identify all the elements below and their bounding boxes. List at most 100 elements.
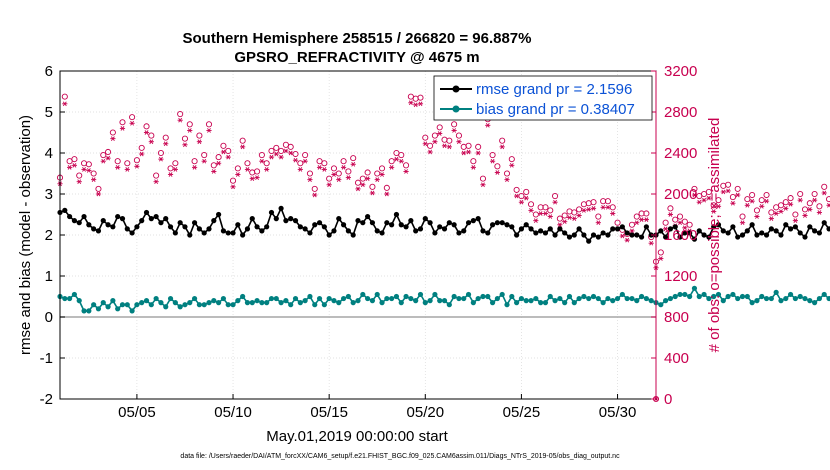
bias-point <box>379 300 385 306</box>
bias-point <box>441 298 448 304</box>
obs-assimilated-point <box>792 218 798 223</box>
rmse-point <box>504 222 510 228</box>
rmse-point <box>614 226 621 232</box>
asterisk-stroke <box>283 148 288 154</box>
y-tick-left-label: -1 <box>40 350 53 367</box>
obs-possible-point <box>335 170 342 177</box>
obs-assimilated-point <box>489 158 496 164</box>
rmse-point <box>691 236 698 242</box>
obs-assimilated-point <box>581 208 587 213</box>
asterisk-stroke <box>610 211 615 216</box>
rmse-point <box>509 224 515 230</box>
bias-point <box>730 291 736 298</box>
bias-point <box>302 298 308 304</box>
rmse-point <box>638 234 645 240</box>
obs-assimilated-point <box>759 203 765 209</box>
asterisk-stroke <box>524 195 529 201</box>
rmse-point <box>278 205 284 211</box>
obs-possible-point <box>191 158 198 165</box>
bias-point <box>547 293 553 300</box>
bias-point <box>81 308 87 314</box>
bias-point <box>499 291 505 298</box>
obs-assimilated-point <box>95 191 102 197</box>
rmse-point <box>701 232 707 238</box>
bias-point <box>393 293 400 300</box>
obs-assimilated-point <box>787 201 794 207</box>
rmse-point <box>586 238 592 244</box>
bias-point <box>417 291 424 298</box>
asterisk-stroke <box>72 162 77 168</box>
bias-point <box>682 291 688 298</box>
obs-assimilated-point <box>191 165 198 170</box>
rmse-point <box>95 228 102 234</box>
obs-possible-point <box>734 185 741 192</box>
obs-assimilated-point <box>542 211 549 216</box>
x-tick-label: 05/10 <box>214 404 252 421</box>
obs-possible-point <box>825 196 830 203</box>
obs-assimilated-point <box>725 188 731 194</box>
obs-assimilated-point <box>595 220 601 226</box>
obs-possible-point <box>359 175 366 182</box>
bias-point <box>95 306 102 312</box>
asterisk-stroke <box>86 168 91 173</box>
obs-assimilated-point <box>393 156 400 162</box>
bias-point <box>312 302 318 308</box>
asterisk-stroke <box>745 202 750 208</box>
asterisk-stroke <box>711 209 716 214</box>
rmse-point <box>268 209 275 216</box>
obs-possible-point <box>268 147 275 154</box>
obs-possible-point <box>556 215 563 222</box>
obs-possible-point <box>297 160 304 167</box>
obs-assimilated-point <box>86 168 92 173</box>
rmse-point <box>518 226 525 232</box>
bias-point <box>759 293 765 300</box>
rmse-point <box>148 216 154 222</box>
rmse-point <box>557 226 563 232</box>
asterisk-stroke <box>115 165 120 170</box>
rmse-point <box>163 216 169 222</box>
asterisk-stroke <box>735 192 740 198</box>
rmse-point <box>312 222 318 228</box>
obs-assimilated-point <box>590 206 597 211</box>
bias-point <box>701 291 707 298</box>
y-tick-left-label: 2 <box>45 227 53 244</box>
rmse-point <box>792 224 798 230</box>
asterisk-stroke <box>606 204 610 210</box>
asterisk-stroke <box>67 165 72 170</box>
asterisk-stroke <box>577 213 582 218</box>
rmse-point <box>292 218 299 224</box>
bias-point <box>566 293 573 300</box>
obs-assimilated-point <box>119 126 126 131</box>
rmse-point <box>470 218 476 224</box>
asterisk-stroke <box>514 193 519 199</box>
obs-assimilated-point <box>691 192 698 198</box>
asterisk-stroke <box>154 179 159 185</box>
obs-assimilated-point <box>62 101 68 107</box>
rmse-point <box>706 234 712 240</box>
obs-possible-point <box>715 197 722 204</box>
y-tick-left-label: 5 <box>45 104 53 121</box>
asterisk-stroke <box>803 213 807 218</box>
rmse-point <box>797 230 803 236</box>
asterisk-stroke <box>139 151 144 157</box>
asterisk-stroke <box>341 165 346 170</box>
obs-assimilated-point <box>384 191 390 197</box>
rmse-point <box>177 220 183 226</box>
rmse-point <box>590 232 597 238</box>
asterisk-stroke <box>408 100 413 106</box>
obs-assimilated-point <box>711 209 717 214</box>
obs-assimilated-point <box>259 158 265 164</box>
bias-point <box>249 300 255 306</box>
rmse-point <box>413 228 419 234</box>
asterisk-stroke <box>404 169 408 174</box>
obs-assimilated-point <box>619 233 625 239</box>
asterisk-stroke <box>452 128 457 133</box>
obs-assimilated-point <box>316 165 323 170</box>
asterisk-stroke <box>336 177 341 182</box>
bias-point <box>797 293 803 300</box>
obs-assimilated-point <box>547 214 553 219</box>
obs-assimilated-point <box>778 209 784 214</box>
asterisk-stroke <box>312 192 317 198</box>
obs-possible-point <box>446 137 453 144</box>
obs-possible-point <box>576 206 583 213</box>
